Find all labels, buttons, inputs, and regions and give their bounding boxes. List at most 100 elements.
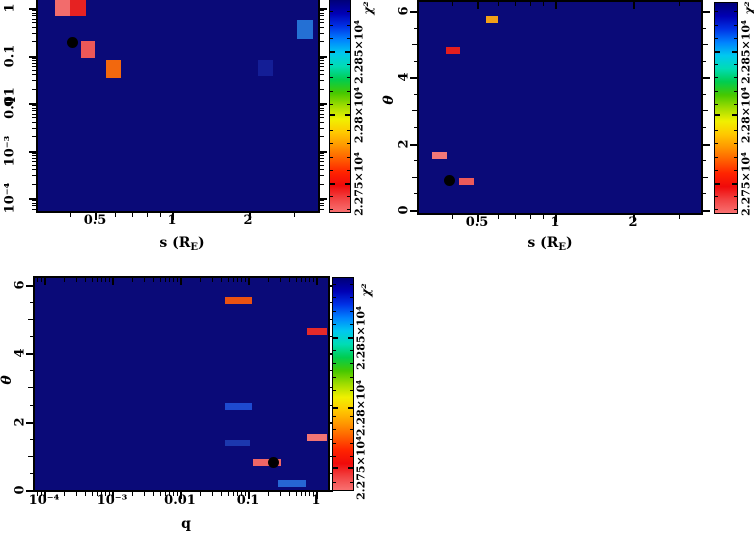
axis-tick <box>333 429 336 431</box>
axis-tick <box>732 114 737 116</box>
axis-tick <box>715 51 720 53</box>
axis-tick <box>734 24 737 26</box>
axis-tick <box>410 210 417 212</box>
axis-tick <box>44 492 46 499</box>
axis-tick <box>96 492 98 496</box>
axis-tick <box>703 93 706 95</box>
axis-tick <box>348 407 353 409</box>
axis-tick <box>414 193 417 195</box>
axis-tick <box>112 492 114 499</box>
axis-tick <box>703 77 710 80</box>
axis-tick <box>555 215 557 222</box>
colorbar-tick-label: 2.28×10⁴ <box>352 86 366 144</box>
axis-tick <box>414 127 417 129</box>
axis-tick <box>32 127 36 129</box>
axis-tick <box>32 161 36 163</box>
axis-tick <box>248 278 250 285</box>
axis-tick <box>734 209 737 211</box>
axis-tick <box>32 15 36 17</box>
axis-tick <box>330 51 335 53</box>
axis-tick <box>108 278 110 282</box>
axis-tick <box>248 492 250 499</box>
axis-tick <box>312 492 314 496</box>
x-axis-title-q: q <box>181 516 191 532</box>
axis-tick <box>330 319 333 321</box>
axis-tick <box>32 57 36 59</box>
axis-tick <box>410 143 417 146</box>
axis-tick <box>84 492 86 496</box>
y-axis-title-theta: θ <box>381 95 397 105</box>
axis-tick <box>703 44 708 46</box>
colorbar-tick-label: 2.285×10⁴ <box>352 20 366 84</box>
axis-tick <box>220 492 222 496</box>
x-axis-title-s: s (RE) <box>527 235 573 253</box>
chi2-minimum-cell <box>258 60 273 76</box>
axis-tick <box>320 62 324 64</box>
axis-tick <box>105 278 107 282</box>
axis-tick <box>29 198 36 200</box>
axis-tick <box>330 353 333 356</box>
axis-tick <box>345 51 350 53</box>
axis-tick <box>320 113 324 115</box>
axis-tick <box>320 15 324 17</box>
axis-tick <box>320 66 324 68</box>
axis-tick <box>347 24 350 26</box>
heatmap-q-vs-s <box>36 0 320 213</box>
axis-tick <box>249 213 252 220</box>
axis-tick <box>330 455 333 457</box>
axis-tick <box>94 213 97 220</box>
axis-tick <box>309 278 311 282</box>
axis-tick <box>330 302 333 304</box>
axis-tick <box>350 363 353 365</box>
colorbar-tick-label: 2.28×10⁴ <box>354 379 368 437</box>
axis-tick <box>330 284 333 287</box>
axis-tick <box>29 8 36 10</box>
axis-tick <box>320 107 324 109</box>
axis-tick <box>320 164 324 166</box>
axis-tick <box>529 2 531 6</box>
heatmap-theta-vs-s <box>417 0 703 215</box>
axis-tick <box>288 492 290 496</box>
axis-tick <box>529 215 531 219</box>
axis-tick <box>734 143 737 145</box>
axis-tick <box>320 183 324 185</box>
axis-tick <box>32 205 36 207</box>
axis-tick <box>350 376 353 378</box>
axis-tick <box>320 205 324 207</box>
axis-tick <box>180 492 182 499</box>
colorbar-tick-label: 2.275×10⁴ <box>739 152 753 216</box>
axis-tick <box>32 62 36 64</box>
axis-tick <box>316 278 318 285</box>
chi2-minimum-cell <box>485 16 498 23</box>
axis-tick <box>32 105 36 107</box>
axis-tick <box>320 169 324 171</box>
y-tick-label: 4 <box>12 348 28 358</box>
y-tick-label: 0 <box>12 485 28 495</box>
axis-tick <box>715 143 718 145</box>
axis-tick <box>330 90 333 92</box>
axis-tick <box>212 278 214 282</box>
axis-tick <box>32 113 36 115</box>
axis-tick <box>312 278 314 282</box>
chi2-minimum-cell <box>225 402 253 411</box>
axis-tick <box>330 130 333 132</box>
axis-tick <box>678 215 680 219</box>
axis-tick <box>333 376 336 378</box>
axis-tick <box>732 51 737 53</box>
x-axis-title-s: s (RE) <box>159 235 205 253</box>
colorbar-tick-label: 2.28×10⁴ <box>739 86 753 144</box>
axis-tick <box>320 121 324 123</box>
axis-tick <box>350 442 353 444</box>
axis-tick <box>347 64 350 66</box>
axis-tick <box>320 152 324 154</box>
axis-tick <box>30 370 33 372</box>
axis-tick <box>159 492 161 496</box>
axis-tick <box>32 117 36 119</box>
axis-tick <box>330 11 333 13</box>
axis-tick <box>164 492 166 496</box>
axis-tick <box>164 278 166 282</box>
chi2-minimum-cell <box>459 178 475 186</box>
axis-tick <box>300 278 302 282</box>
axis-tick <box>28 387 33 389</box>
axis-tick <box>715 169 718 171</box>
